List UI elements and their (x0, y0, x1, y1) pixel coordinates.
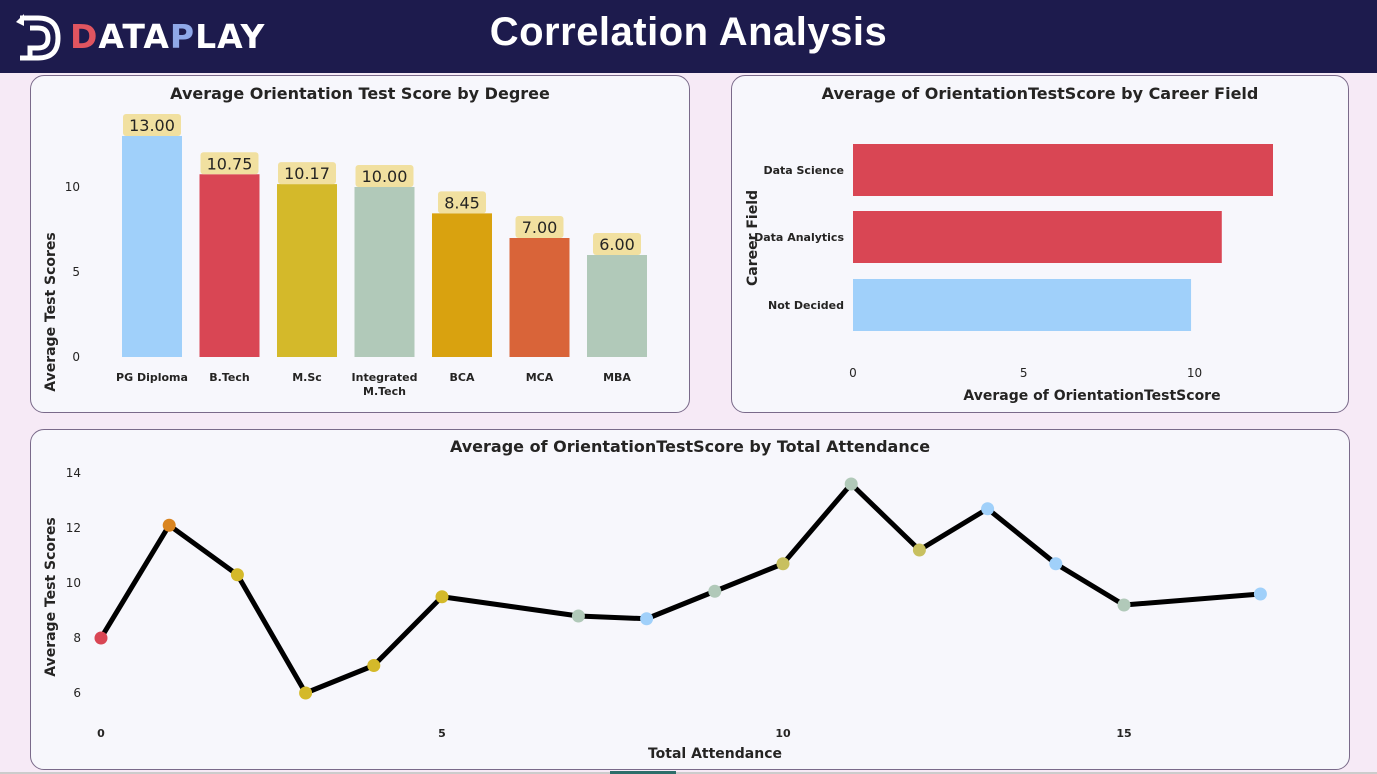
y-tick-label: 5 (72, 265, 80, 279)
x-tick-label: 0 (849, 366, 857, 380)
x-category-label: Integrated (352, 371, 418, 384)
data-label: 10.75 (207, 154, 253, 173)
bar-data-science (853, 144, 1273, 196)
chart-title: Average Orientation Test Score by Degree (170, 84, 550, 103)
data-label: 6.00 (599, 235, 635, 254)
header-bar: DATAPLAY Correlation Analysis (0, 0, 1377, 73)
data-point (1117, 598, 1131, 612)
y-tick-label: 12 (66, 521, 81, 535)
career-field-chart-panel: Average of OrientationTestScore by Caree… (731, 75, 1349, 413)
data-point (708, 584, 722, 598)
page-title: Correlation Analysis (489, 10, 888, 54)
bar-mca (509, 238, 570, 357)
data-label-bg (438, 191, 486, 214)
x-tick-label: 10 (1187, 366, 1202, 380)
y-axis-title: Career Field (745, 190, 761, 286)
data-label-bg (515, 216, 564, 238)
data-point (776, 557, 790, 571)
x-category-label: M.Tech (363, 385, 406, 398)
data-point (571, 609, 585, 623)
data-label-bg (355, 165, 414, 187)
data-label: 8.45 (444, 193, 480, 212)
bar-data-analytics (853, 211, 1222, 263)
x-tick-label: 10 (775, 727, 791, 740)
data-label: 13.00 (129, 116, 175, 135)
x-axis-title: Total Attendance (648, 746, 782, 762)
x-axis-title: Average of OrientationTestScore (963, 388, 1220, 404)
data-point (1049, 557, 1063, 571)
data-point (230, 568, 244, 582)
attendance-chart-panel: Average of OrientationTestScore by Total… (30, 429, 1350, 770)
bar-b-tech (199, 174, 260, 357)
x-category-label: B.Tech (209, 371, 249, 384)
data-point (912, 543, 926, 557)
bar-not-decided (853, 279, 1192, 331)
footer-divider (0, 772, 1377, 774)
series-line (98, 481, 1261, 696)
data-label: 10.17 (284, 164, 330, 183)
y-category-label: Not Decided (768, 299, 844, 312)
y-tick-label: 14 (66, 466, 81, 480)
y-tick-label: 10 (66, 576, 81, 590)
y-axis-title: Average Test Scores (43, 517, 59, 677)
data-point (162, 518, 176, 532)
data-label-bg (123, 114, 181, 136)
x-category-label: BCA (450, 371, 475, 384)
data-point (640, 612, 654, 626)
x-tick-label: 0 (97, 727, 105, 740)
y-category-label: Data Analytics (754, 231, 844, 244)
chart-title: Average of OrientationTestScore by Caree… (822, 84, 1259, 103)
x-category-label: M.Sc (292, 371, 322, 384)
data-label: 10.00 (362, 167, 408, 186)
y-tick-label: 8 (73, 631, 81, 645)
data-label: 7.00 (522, 218, 558, 237)
data-point (435, 590, 449, 604)
attendance-line-chart: Average of OrientationTestScore by Total… (43, 437, 1267, 762)
data-label-bg (200, 152, 259, 175)
data-point (367, 659, 381, 672)
bar-bca (432, 213, 492, 357)
page-tab-indicator[interactable] (610, 771, 676, 774)
x-tick-label: 5 (438, 727, 446, 740)
y-tick-label: 0 (72, 350, 80, 364)
x-tick-label: 5 (1020, 366, 1028, 380)
chart-title: Average of OrientationTestScore by Total… (450, 437, 930, 456)
x-category-label: PG Diploma (116, 371, 188, 384)
x-category-label: MCA (526, 371, 554, 384)
data-point (981, 502, 995, 516)
x-tick-label: 15 (1116, 727, 1131, 740)
data-point (299, 686, 313, 700)
bar-m-sc (277, 184, 337, 357)
career-field-bar-chart: Average of OrientationTestScore by Caree… (745, 84, 1273, 404)
data-point (1253, 587, 1267, 601)
y-tick-label: 6 (73, 686, 81, 700)
x-category-label: MBA (603, 371, 631, 384)
logo-wordmark: DATAPLAY (70, 17, 266, 56)
degree-chart-panel: Average Orientation Test Score by Degree… (30, 75, 690, 413)
bar-pg-diploma (122, 136, 182, 357)
data-point (94, 631, 108, 645)
data-label-bg (278, 162, 336, 185)
degree-bar-chart: Average Orientation Test Score by Degree… (43, 84, 647, 398)
y-tick-label: 10 (65, 180, 80, 194)
bar-mba (587, 255, 647, 357)
dataplay-logo-icon (16, 14, 61, 61)
y-category-label: Data Science (763, 164, 844, 177)
data-point (844, 477, 858, 491)
data-label-bg (593, 233, 641, 255)
y-axis-title: Average Test Scores (43, 232, 59, 392)
bar-integrated-m-tech (354, 187, 415, 357)
